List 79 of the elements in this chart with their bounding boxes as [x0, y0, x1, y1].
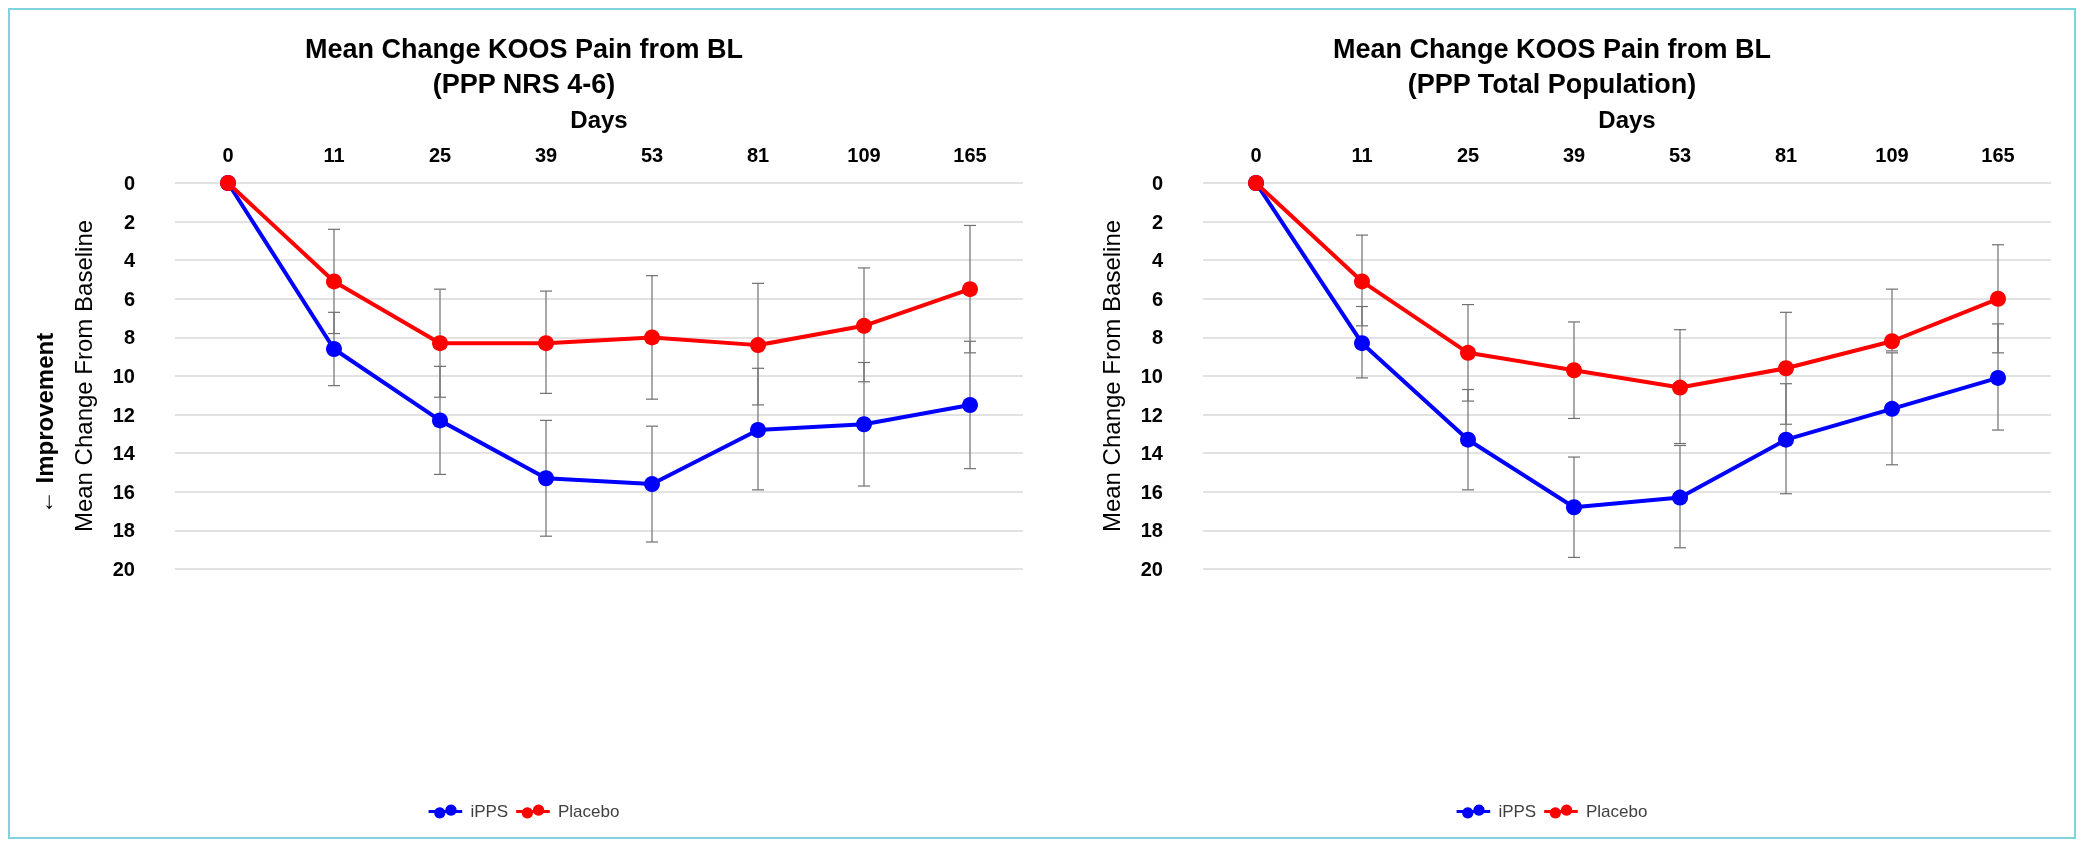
point [856, 416, 872, 433]
point [1778, 360, 1794, 377]
x-axis-title: Days [570, 105, 628, 133]
x-tick-label: 25 [428, 144, 452, 166]
legend-label: iPPS [470, 802, 509, 821]
x-tick-label: 165 [1981, 144, 2015, 166]
x-tick-label: 109 [1875, 144, 1909, 166]
x-tick-label: 39 [534, 144, 558, 166]
x-tick-label: 165 [953, 144, 987, 166]
point [1354, 273, 1370, 290]
y-tick-label: 6 [123, 287, 135, 310]
y-tick-label: 4 [1151, 249, 1164, 272]
y-tick-label: 12 [112, 403, 135, 426]
y-tick-label: 10 [112, 365, 135, 387]
point [1672, 489, 1688, 506]
point [962, 396, 978, 413]
point [1566, 362, 1582, 379]
y-tick-label: 4 [123, 249, 136, 272]
point [1778, 431, 1794, 448]
point [1990, 290, 2006, 307]
y-tick-label: 2 [123, 210, 135, 233]
text: ← Improvement [30, 332, 58, 515]
point [1990, 369, 2006, 386]
x-tick-label: 25 [1456, 144, 1480, 166]
point [432, 335, 448, 352]
point [1460, 344, 1476, 361]
y-tick-label: 14 [112, 442, 136, 465]
x-tick-label: 39 [1562, 144, 1586, 166]
x-tick-label: 0 [1250, 144, 1262, 166]
chart-title: Mean Change KOOS Pain from BL [304, 33, 744, 64]
point [1460, 431, 1476, 448]
y-tick-label: 2 [1151, 210, 1163, 233]
x-tick-label: 0 [222, 144, 234, 166]
y-tick-label: 14 [1140, 442, 1164, 465]
point [1354, 335, 1370, 352]
y-tick-label: 18 [112, 519, 135, 542]
point [856, 317, 872, 334]
y-tick-label: 0 [1151, 172, 1163, 194]
y-tick-label: 12 [1140, 403, 1163, 426]
point [644, 476, 660, 493]
y-tick-label: 18 [1140, 519, 1163, 542]
chart-subtitle: (PPP Total Population) [1407, 68, 1697, 99]
y-tick-label: 10 [1140, 365, 1163, 387]
chart-subtitle: (PPP NRS 4-6) [432, 68, 616, 99]
point [326, 340, 342, 357]
x-axis-title: Days [1598, 105, 1656, 133]
y-axis-title: Mean Change From Baseline [69, 219, 97, 533]
y-tick-label: 20 [1140, 558, 1163, 580]
point [326, 273, 342, 290]
legend-label: Placebo [557, 802, 620, 821]
y-tick-label: 6 [1151, 287, 1163, 310]
point [1884, 333, 1900, 350]
point [644, 329, 660, 346]
legend-label: iPPS [1498, 802, 1537, 821]
y-tick-label: 0 [123, 172, 135, 194]
y-tick-label: 8 [123, 326, 135, 349]
x-tick-label: 81 [746, 144, 770, 166]
x-tick-label: 109 [847, 144, 881, 166]
chart-title: Mean Change KOOS Pain from BL [1332, 33, 1772, 64]
y-axis-title: Mean Change From Baseline [1097, 219, 1125, 533]
x-tick-label: 81 [1774, 144, 1798, 166]
point [750, 422, 766, 439]
x-tick-label: 53 [640, 144, 664, 166]
point [962, 281, 978, 298]
point [1672, 379, 1688, 396]
point [1884, 400, 1900, 417]
y-tick-label: 16 [112, 480, 135, 503]
x-tick-label: 11 [1351, 144, 1373, 166]
x-tick-label: 53 [1668, 144, 1692, 166]
point [750, 337, 766, 354]
point [538, 470, 554, 487]
y-tick-label: 20 [112, 558, 135, 580]
point [432, 412, 448, 429]
legend-label: Placebo [1585, 802, 1648, 821]
y-tick-label: 8 [1151, 326, 1163, 349]
point [538, 335, 554, 352]
x-tick-label: 11 [323, 144, 345, 166]
point [1566, 499, 1582, 516]
y-tick-label: 16 [1140, 480, 1163, 503]
